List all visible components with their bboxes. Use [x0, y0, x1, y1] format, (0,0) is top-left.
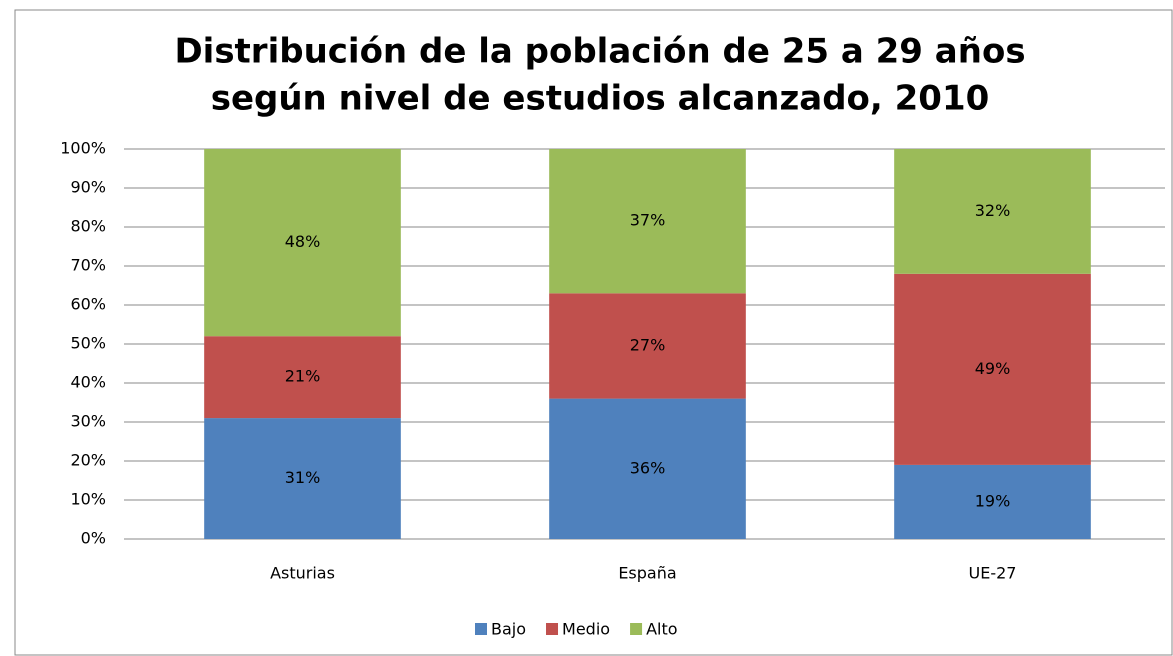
- data-label: 36%: [630, 458, 666, 477]
- y-tick-label: 100%: [60, 139, 106, 158]
- y-tick-label: 80%: [70, 217, 106, 236]
- legend-label: Bajo: [491, 620, 526, 639]
- legend-label: Alto: [646, 620, 677, 639]
- legend-swatch: [630, 623, 643, 635]
- legend-swatch: [475, 623, 487, 635]
- data-label: 27%: [630, 335, 666, 354]
- bar-segment: [204, 336, 401, 419]
- x-tick-label: UE-27: [969, 564, 1017, 583]
- bar-segment: [894, 464, 1091, 539]
- legend-label: Medio: [562, 620, 610, 639]
- data-label: 21%: [285, 367, 321, 386]
- data-label: 37%: [630, 211, 666, 230]
- y-tick-label: 60%: [70, 295, 106, 314]
- data-label: 48%: [285, 232, 321, 251]
- x-tick-label: Asturias: [270, 564, 335, 583]
- legend-swatch: [546, 623, 559, 635]
- x-tick-label: España: [618, 564, 676, 583]
- data-label: 19%: [975, 491, 1011, 510]
- bar-segment: [894, 273, 1091, 465]
- y-tick-label: 30%: [70, 412, 106, 431]
- data-label: 32%: [975, 201, 1011, 220]
- bar-segment: [894, 149, 1091, 274]
- chart-title: Distribución de la población de 25 a 29 …: [174, 32, 1025, 72]
- bar-segment: [204, 418, 401, 539]
- y-tick-label: 20%: [70, 451, 106, 470]
- bar-segment: [549, 149, 746, 294]
- y-tick-label: 90%: [70, 178, 106, 197]
- chart-title: según nivel de estudios alcanzado, 2010: [211, 79, 990, 119]
- y-tick-label: 50%: [70, 334, 106, 353]
- y-tick-label: 40%: [70, 373, 106, 392]
- data-label: 31%: [285, 468, 321, 487]
- bar-segment: [549, 293, 746, 399]
- bar-segment: [549, 398, 746, 539]
- y-tick-label: 0%: [81, 529, 106, 548]
- data-label: 49%: [975, 359, 1011, 378]
- bar-segment: [204, 149, 401, 337]
- y-tick-label: 70%: [70, 256, 106, 275]
- y-tick-label: 10%: [70, 490, 106, 509]
